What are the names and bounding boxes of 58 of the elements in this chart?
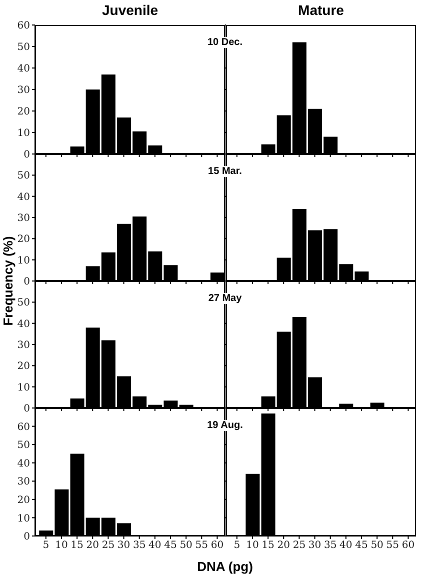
y-tick-label: 20 <box>17 234 30 246</box>
y-tick-label: 40 <box>17 192 30 203</box>
y-tick-label: 60 <box>17 422 30 433</box>
y-tick-label: 0 <box>24 532 30 543</box>
x-tick-label: 20 <box>277 540 290 552</box>
x-tick-label: 50 <box>180 540 192 552</box>
annotation: 27 May <box>206 293 244 304</box>
chart-title: Mature <box>297 2 345 18</box>
x-tick-label: 20 <box>86 540 99 552</box>
x-tick-label: 5 <box>42 540 50 552</box>
x-tick-label: 10 <box>246 540 259 552</box>
y-tick-label: 30 <box>17 85 30 96</box>
x-tick-label: 5 <box>234 540 240 552</box>
y-tick-label: 50 <box>17 440 30 452</box>
x-tick-label: 15 <box>70 540 84 552</box>
x-tick-label: 45 <box>355 540 368 552</box>
x-tick-label: 40 <box>340 540 352 552</box>
y-tick-label: 10 <box>17 382 30 394</box>
y-tick-label: 0 <box>24 404 30 415</box>
x-tick-label: 55 <box>195 540 208 552</box>
x-tick-label: 60 <box>210 540 224 552</box>
y-tick-label: 40 <box>17 318 30 330</box>
y-tick-label: 20 <box>17 361 30 372</box>
y-tick-label: 50 <box>17 42 30 54</box>
y-tick-label: 40 <box>17 458 30 470</box>
x-tick-label: 25 <box>292 540 306 552</box>
x-tick-label: 30 <box>117 540 130 552</box>
y-tick-label: 10 <box>17 255 30 266</box>
annotation: 19 Aug. <box>205 420 245 431</box>
x-tick-label: 40 <box>148 540 162 552</box>
chart-title: Juvenile <box>100 2 160 18</box>
y-tick-label: 60 <box>17 20 30 32</box>
y-tick-label: 20 <box>17 494 30 506</box>
y-tick-label: 30 <box>17 213 30 224</box>
y-tick-label: 0 <box>24 276 30 288</box>
x-tick-label: 35 <box>132 540 146 552</box>
x-tick-label: 45 <box>164 540 177 552</box>
annotation: 15 Mar. <box>206 166 244 177</box>
x-axis-title: DNA (pg) <box>197 559 253 574</box>
y-tick-label: 50 <box>17 298 30 309</box>
x-tick-label: 15 <box>262 540 274 552</box>
x-tick-label: 55 <box>386 540 400 552</box>
annotation: 10 Dec. <box>205 37 245 48</box>
x-tick-label: 60 <box>402 540 415 552</box>
y-tick-label: 10 <box>17 513 30 524</box>
y-tick-label: 50 <box>17 170 30 182</box>
x-tick-label: 50 <box>370 540 384 552</box>
y-tick-label: 10 <box>17 128 30 140</box>
x-tick-label: 25 <box>102 540 115 552</box>
x-tick-label: 10 <box>55 540 68 552</box>
y-tick-label: 0 <box>24 150 30 161</box>
y-axis-title: Frequency (%) <box>0 236 16 326</box>
x-tick-label: 30 <box>308 540 322 552</box>
x-tick-label: 35 <box>324 540 337 552</box>
y-tick-label: 20 <box>17 106 30 118</box>
y-tick-label: 40 <box>17 64 30 75</box>
y-tick-label: 30 <box>17 340 30 352</box>
y-tick-label: 30 <box>17 476 30 488</box>
